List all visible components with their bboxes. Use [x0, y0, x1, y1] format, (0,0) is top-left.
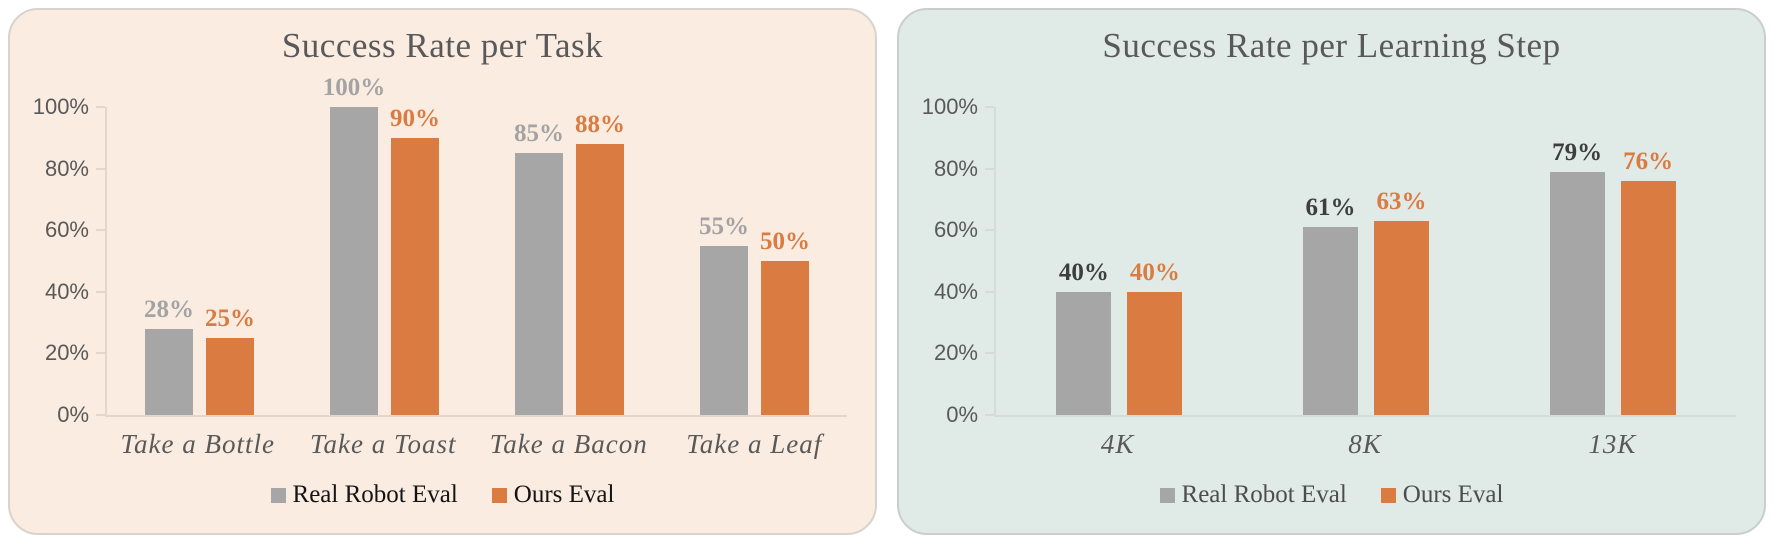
bar-real-robot-eval: 40% — [1056, 259, 1112, 415]
bar-value-label: 88% — [575, 110, 625, 138]
bar-real-robot-eval: 85% — [514, 120, 564, 415]
bar-ours-eval: 76% — [1620, 148, 1676, 415]
bar-ours-eval: 50% — [760, 228, 810, 415]
y-tick-label: 100% — [32, 94, 89, 119]
y-tick-label: 60% — [933, 217, 978, 243]
y-tick-mark — [985, 352, 994, 355]
legend: Real Robot Eval Ours Eval — [899, 481, 1764, 509]
legend-label: Real Robot Eval — [292, 481, 458, 508]
y-tick-label: 20% — [44, 340, 89, 366]
bar-group: 100% 90% — [292, 74, 477, 415]
bar-group: 55% 50% — [662, 107, 847, 415]
chart-card-success-rate-per-task: Success Rate per Task 100% 80% 60% 40% 20% 0%… — [8, 8, 877, 535]
legend-label: Ours Eval — [1402, 481, 1504, 508]
y-tick-label: 0% — [946, 402, 978, 427]
bar-group: 79% 76% — [1489, 107, 1736, 415]
y-tick-label: 80% — [44, 155, 89, 181]
bar-real-robot-eval: 61% — [1303, 194, 1358, 415]
legend-swatch-icon — [1159, 487, 1175, 503]
bar-value-label: 28% — [144, 295, 194, 323]
y-tick-mark — [96, 414, 105, 416]
x-category-label: Take a Bacon — [489, 429, 648, 459]
x-category-label: Take a Bottle — [120, 429, 275, 459]
bar-real-robot-eval: 55% — [699, 213, 749, 415]
chart-title: Success Rate per Task — [281, 26, 604, 65]
y-tick-label: 80% — [933, 155, 978, 181]
x-category-label: 8K — [1348, 429, 1382, 459]
y-axis: 100% 80% 60% 40% 20% 0% — [10, 94, 105, 427]
y-tick-label: 40% — [44, 278, 89, 304]
bar-ours-eval: 25% — [205, 305, 255, 415]
bar-real-robot-eval: 100% — [323, 74, 385, 415]
bar-value-label: 76% — [1623, 147, 1674, 175]
bar-value-label: 63% — [1376, 187, 1427, 215]
legend-swatch-icon — [1380, 487, 1396, 503]
bar-value-label: 40% — [1129, 258, 1180, 286]
y-tick-mark — [985, 167, 994, 170]
bar-value-label: 55% — [699, 212, 749, 240]
bar-value-label: 61% — [1305, 194, 1356, 222]
x-axis-labels: Take a Bottle Take a Toast Take a Bacon Tak… — [105, 429, 847, 460]
bar-value-label: 40% — [1058, 258, 1109, 286]
figure-container: Success Rate per Task 100% 80% 60% 40% 20% 0%… — [8, 8, 1766, 535]
bar-value-label: 85% — [514, 120, 564, 148]
legend: Real Robot Eval Ours Eval — [10, 481, 875, 509]
y-tick-mark — [985, 106, 994, 108]
y-tick-label: 60% — [44, 217, 89, 243]
bar-group: 61% 63% — [1243, 107, 1490, 415]
bar-value-label: 90% — [390, 104, 440, 132]
y-tick-mark — [96, 352, 105, 355]
y-tick-mark — [96, 290, 105, 293]
bar-value-label: 79% — [1552, 138, 1603, 166]
plot-area: 28% 25% 100% 90% 85% 88% 55% 50% — [105, 74, 847, 417]
y-tick-mark — [96, 106, 105, 108]
legend-item: Real Robot Eval — [1159, 481, 1347, 509]
bar-value-label: 50% — [760, 228, 810, 255]
bar-value-label: 25% — [205, 305, 255, 332]
y-axis: 100% 80% 60% 40% 20% 0% — [899, 94, 994, 427]
x-category-label: 4K — [1100, 429, 1135, 459]
legend-swatch-icon — [270, 487, 286, 503]
chart-card-success-rate-per-learning-step: Success Rate per Learning Step 100% 80% 60… — [897, 8, 1766, 535]
y-tick-mark — [985, 290, 994, 293]
x-category-label: 13K — [1588, 429, 1637, 459]
plot-area: 40% 40% 61% 63% 79% 76% — [994, 107, 1736, 417]
y-tick-mark — [985, 414, 994, 416]
chart-title: Success Rate per Learning Step — [1102, 26, 1561, 65]
legend-swatch-icon — [491, 487, 507, 503]
y-tick-mark — [985, 229, 994, 232]
bar-value-label: 100% — [322, 74, 386, 101]
bar-ours-eval: 40% — [1127, 259, 1183, 415]
legend-item: Real Robot Eval — [270, 481, 458, 509]
bar-group: 28% 25% — [107, 107, 292, 415]
bar-ours-eval: 63% — [1374, 188, 1429, 415]
x-category-label: Take a Toast — [309, 429, 457, 459]
y-tick-mark — [96, 229, 105, 232]
bar-real-robot-eval: 28% — [144, 296, 194, 415]
bar-ours-eval: 88% — [575, 111, 625, 415]
y-tick-label: 0% — [57, 402, 89, 427]
bar-group: 85% 88% — [477, 107, 662, 415]
bar-real-robot-eval: 79% — [1549, 139, 1605, 415]
x-category-label: Take a Leaf — [686, 429, 823, 459]
legend-label: Real Robot Eval — [1181, 481, 1347, 508]
y-tick-label: 20% — [933, 340, 978, 366]
bar-ours-eval: 90% — [390, 105, 440, 415]
bar-group: 40% 40% — [996, 107, 1243, 415]
y-tick-mark — [96, 167, 105, 170]
legend-item: Ours Eval — [1380, 481, 1504, 509]
x-axis-labels: 4K 8K 13K — [994, 429, 1736, 460]
legend-label: Ours Eval — [513, 481, 615, 508]
legend-item: Ours Eval — [491, 481, 615, 509]
y-tick-label: 40% — [933, 278, 978, 304]
y-tick-label: 100% — [921, 94, 978, 119]
